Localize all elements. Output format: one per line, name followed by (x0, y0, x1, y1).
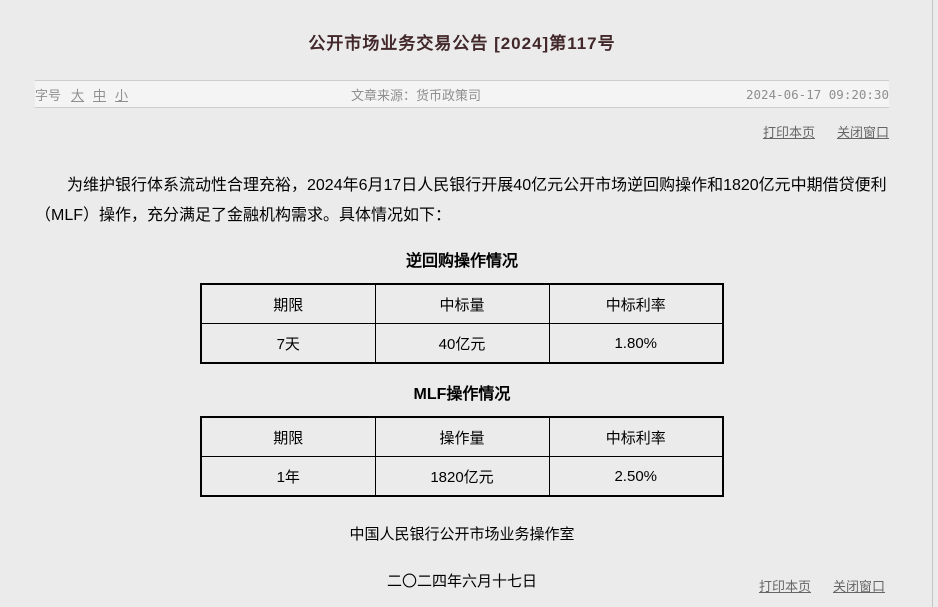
font-size-label: 字号 (35, 87, 62, 103)
header-cell-term: 期限 (200, 416, 376, 457)
article-meta-bar: 字号 大 中 小 文章来源：货币政策司 2024-06-17 09:20:30 (35, 80, 889, 108)
mlf-table: 期限 操作量 中标利率 1年 1820亿元 2.50% (200, 416, 724, 497)
header-cell-rate: 中标利率 (548, 283, 724, 324)
print-page-link[interactable]: 打印本页 (758, 579, 811, 594)
reverse-repo-section-title: 逆回购操作情况 (405, 253, 518, 270)
issuer-signature: 中国人民银行公开市场业务操作室 (349, 526, 575, 543)
close-window-link[interactable]: 关闭窗口 (836, 125, 889, 140)
announcement-paragraph: 为维护银行体系流动性合理充裕，2024年6月17日人民银行开展40亿元公开市场逆… (35, 177, 887, 224)
table-row: 1年 1820亿元 2.50% (200, 456, 724, 497)
cell-amount: 40亿元 (374, 323, 550, 364)
close-window-link[interactable]: 关闭窗口 (832, 579, 885, 594)
cell-rate: 1.80% (548, 323, 724, 364)
table-row: 7天 40亿元 1.80% (200, 323, 724, 364)
top-action-links: 打印本页 关闭窗口 (35, 122, 889, 141)
page-title: 公开市场业务交易公告 [2024]第117号 (308, 34, 616, 53)
print-page-link[interactable]: 打印本页 (762, 125, 815, 140)
font-size-small-button[interactable]: 小 (115, 87, 129, 103)
cell-rate: 2.50% (548, 456, 724, 497)
mlf-section-title: MLF操作情况 (413, 386, 511, 403)
cell-amount: 1820亿元 (374, 456, 550, 497)
reverse-repo-table: 期限 中标量 中标利率 7天 40亿元 1.80% (200, 283, 724, 364)
table-header-row: 期限 操作量 中标利率 (200, 416, 724, 457)
article-datetime: 2024-06-17 09:20:30 (746, 86, 889, 102)
header-cell-term: 期限 (200, 283, 376, 324)
article-container: 公开市场业务交易公告 [2024]第117号 字号 大 中 小 文章来源：货币政… (35, 0, 889, 591)
header-cell-rate: 中标利率 (548, 416, 724, 457)
font-size-large-button[interactable]: 大 (71, 87, 85, 103)
announcement-date: 二〇二四年六月十七日 (386, 573, 537, 590)
header-cell-amount: 中标量 (374, 283, 550, 324)
article-source: 文章来源：货币政策司 (350, 87, 481, 103)
cell-term: 7天 (200, 323, 376, 364)
bottom-action-links: 打印本页 关闭窗口 (759, 576, 885, 595)
header-cell-amount: 操作量 (374, 416, 550, 457)
table-header-row: 期限 中标量 中标利率 (200, 283, 724, 324)
cell-term: 1年 (200, 456, 376, 497)
font-size-controls: 字号 大 中 小 (35, 85, 351, 104)
font-size-medium-button[interactable]: 中 (93, 87, 107, 103)
